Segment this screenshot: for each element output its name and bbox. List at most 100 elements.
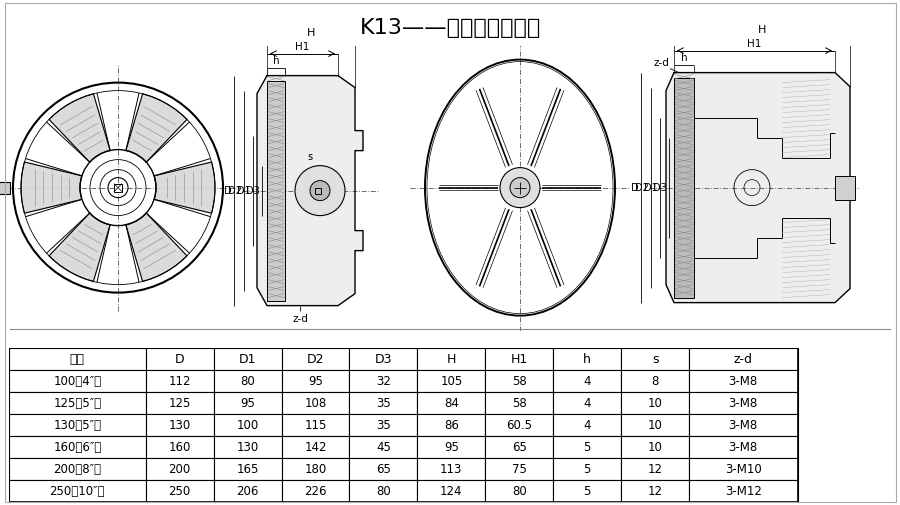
Bar — [621, 415, 689, 436]
Bar — [213, 480, 282, 502]
Text: 5: 5 — [583, 463, 590, 476]
Text: H: H — [446, 353, 456, 366]
Text: 160（6″）: 160（6″） — [53, 441, 102, 454]
Bar — [554, 371, 621, 392]
Text: 142: 142 — [304, 441, 327, 454]
Text: D: D — [175, 353, 184, 366]
Polygon shape — [126, 94, 187, 162]
Bar — [418, 459, 485, 480]
Bar — [213, 371, 282, 392]
Bar — [621, 480, 689, 502]
Bar — [0, 182, 10, 193]
Circle shape — [500, 168, 540, 208]
Text: 3-M8: 3-M8 — [729, 375, 758, 388]
Text: 125: 125 — [168, 397, 191, 410]
Text: z-d: z-d — [292, 314, 308, 324]
Text: 4: 4 — [583, 375, 591, 388]
Bar — [554, 459, 621, 480]
Text: 80: 80 — [512, 485, 526, 498]
Bar — [554, 415, 621, 436]
Text: 130（5″）: 130（5″） — [53, 419, 102, 432]
Bar — [689, 436, 797, 459]
Bar — [689, 459, 797, 480]
Text: 60.5: 60.5 — [506, 419, 532, 432]
Bar — [621, 436, 689, 459]
Bar — [689, 415, 797, 436]
Bar — [485, 392, 554, 415]
Bar — [9, 348, 146, 371]
Text: 200: 200 — [168, 463, 191, 476]
Text: 8: 8 — [652, 375, 659, 388]
Text: 10: 10 — [648, 397, 662, 410]
Text: D: D — [224, 186, 232, 195]
Text: 115: 115 — [304, 419, 327, 432]
Bar — [349, 436, 418, 459]
Bar — [9, 392, 146, 415]
Bar — [554, 436, 621, 459]
Text: 86: 86 — [444, 419, 459, 432]
Bar — [554, 480, 621, 502]
Polygon shape — [257, 76, 363, 306]
Bar — [349, 459, 418, 480]
Text: D: D — [632, 183, 639, 192]
Bar — [689, 371, 797, 392]
Text: D1: D1 — [238, 186, 251, 195]
Bar — [282, 480, 349, 502]
Text: 130: 130 — [237, 441, 258, 454]
Bar — [485, 480, 554, 502]
Text: D1: D1 — [238, 353, 256, 366]
Bar — [349, 392, 418, 415]
Text: D1: D1 — [644, 183, 658, 192]
Bar — [213, 459, 282, 480]
Polygon shape — [666, 73, 850, 302]
Bar — [213, 392, 282, 415]
Text: 95: 95 — [308, 375, 323, 388]
Text: 206: 206 — [237, 485, 259, 498]
Bar — [9, 436, 146, 459]
Bar — [9, 415, 146, 436]
Text: 250: 250 — [168, 485, 191, 498]
Bar — [315, 188, 321, 193]
Bar — [146, 436, 213, 459]
Text: 32: 32 — [376, 375, 391, 388]
Polygon shape — [50, 213, 110, 281]
Text: 65: 65 — [512, 441, 526, 454]
Bar — [282, 415, 349, 436]
Bar — [418, 480, 485, 502]
Text: 12: 12 — [648, 485, 662, 498]
Text: 10: 10 — [648, 441, 662, 454]
Bar — [146, 459, 213, 480]
Text: h: h — [583, 353, 591, 366]
Text: 113: 113 — [440, 463, 463, 476]
Bar — [213, 415, 282, 436]
Text: z-d: z-d — [653, 58, 669, 68]
Text: 45: 45 — [376, 441, 391, 454]
Text: K13——六爪自定心卡盘: K13——六爪自定心卡盘 — [359, 18, 541, 38]
Text: 65: 65 — [376, 463, 391, 476]
Text: 250（10″）: 250（10″） — [50, 485, 105, 498]
Text: D2: D2 — [635, 183, 649, 192]
Bar — [146, 371, 213, 392]
Bar — [267, 81, 285, 300]
Text: 226: 226 — [304, 485, 327, 498]
Text: 100（4″）: 100（4″） — [53, 375, 102, 388]
Bar — [282, 371, 349, 392]
Text: h: h — [680, 53, 688, 63]
Text: 规格: 规格 — [70, 353, 85, 366]
Bar — [213, 436, 282, 459]
Bar — [9, 371, 146, 392]
Text: 95: 95 — [240, 397, 255, 410]
Text: s: s — [652, 353, 658, 366]
Bar — [282, 348, 349, 371]
Polygon shape — [154, 162, 215, 213]
Bar — [349, 480, 418, 502]
Bar — [621, 348, 689, 371]
Text: 10: 10 — [648, 419, 662, 432]
Bar — [485, 415, 554, 436]
Bar — [282, 436, 349, 459]
Text: D3: D3 — [247, 186, 260, 195]
Bar — [485, 348, 554, 371]
Text: D2: D2 — [307, 353, 324, 366]
Text: 80: 80 — [376, 485, 391, 498]
Bar — [835, 176, 855, 199]
